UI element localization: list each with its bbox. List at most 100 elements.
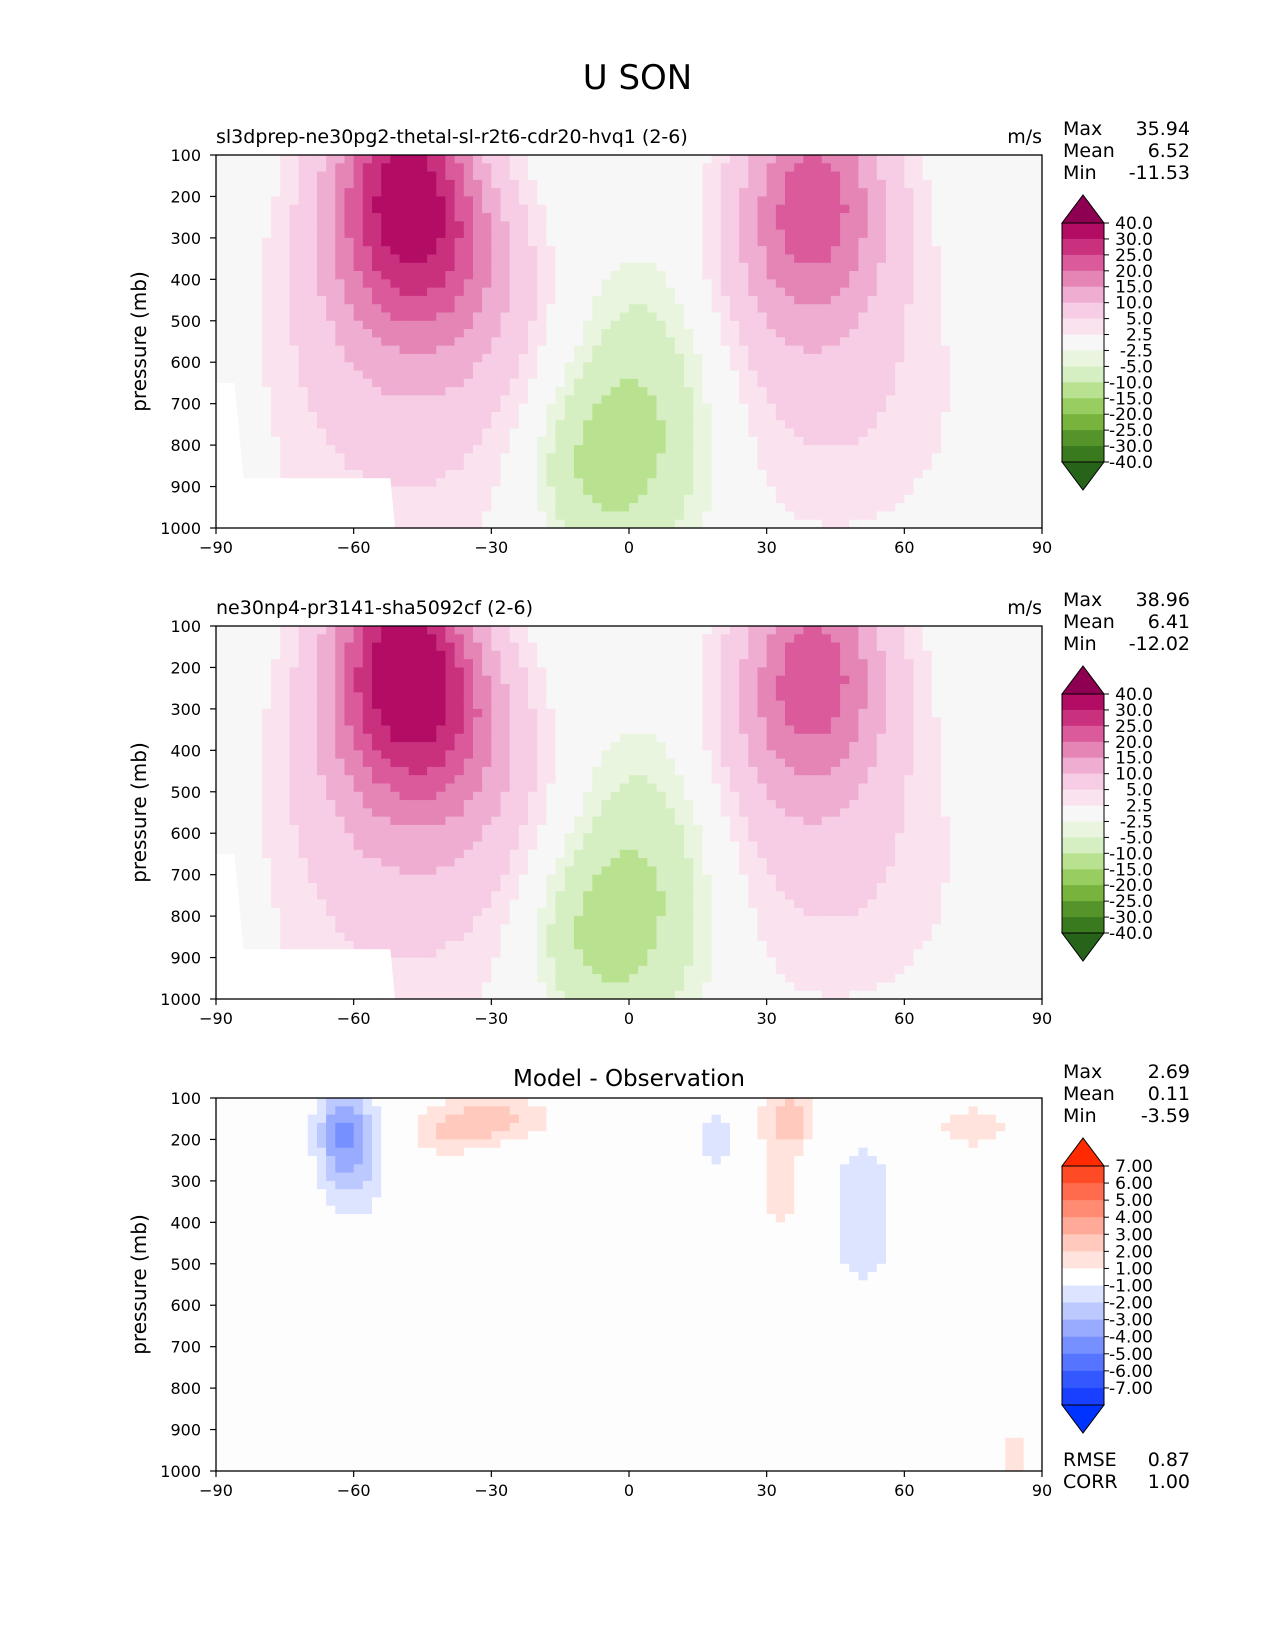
contour-cell xyxy=(757,379,767,388)
contour-cell xyxy=(1033,495,1043,504)
contour-cell xyxy=(583,371,593,380)
contour-cell xyxy=(317,701,327,710)
contour-cell xyxy=(767,487,777,496)
contour-cell xyxy=(849,420,859,429)
contour-cell xyxy=(225,221,235,230)
contour-cell xyxy=(757,470,767,479)
contour-cell xyxy=(886,188,896,197)
contour-cell xyxy=(225,304,235,313)
contour-cell xyxy=(482,196,492,205)
contour-cell xyxy=(501,429,511,438)
contour-cell xyxy=(253,866,263,875)
contour-cell xyxy=(1014,230,1024,239)
contour-cell xyxy=(767,163,777,172)
contour-cell xyxy=(501,487,511,496)
contour-cell xyxy=(1005,437,1015,446)
contour-cell xyxy=(923,412,933,421)
contour-cell xyxy=(455,412,465,421)
contour-cell xyxy=(849,520,859,529)
contour-cell xyxy=(858,437,868,446)
contour-cell xyxy=(317,188,327,197)
contour-cell xyxy=(354,659,364,668)
contour-cell xyxy=(1014,196,1024,205)
contour-cell xyxy=(574,429,584,438)
contour-cell xyxy=(914,503,924,512)
contour-cell xyxy=(400,503,410,512)
contour-cell xyxy=(702,462,712,471)
contour-cell xyxy=(271,817,281,826)
contour-cell xyxy=(326,808,336,817)
contour-cell xyxy=(234,634,244,643)
contour-cell xyxy=(748,337,758,346)
colorbar-band xyxy=(1062,398,1104,414)
contour-cell xyxy=(244,420,254,429)
contour-cell xyxy=(831,254,841,263)
contour-cell xyxy=(262,420,272,429)
contour-cell xyxy=(326,759,336,768)
contour-cell xyxy=(1005,296,1015,305)
contour-cell xyxy=(381,296,391,305)
contour-cell xyxy=(950,205,960,214)
contour-cell xyxy=(666,511,676,520)
contour-cell xyxy=(583,238,593,247)
contour-cell xyxy=(317,263,327,272)
contour-cell xyxy=(372,196,382,205)
contour-cell xyxy=(299,329,309,338)
contour-cell xyxy=(473,395,483,404)
contour-cell xyxy=(978,230,988,239)
contour-cell xyxy=(418,329,428,338)
contour-cell xyxy=(317,875,327,884)
contour-cell xyxy=(455,371,465,380)
contour-cell xyxy=(326,933,336,942)
contour-cell xyxy=(712,354,722,363)
contour-cell xyxy=(969,296,979,305)
contour-cell xyxy=(299,866,309,875)
contour-cell xyxy=(482,379,492,388)
contour-cell xyxy=(748,238,758,247)
contour-cell xyxy=(528,412,538,421)
contour-cell xyxy=(1014,503,1024,512)
contour-cell xyxy=(381,238,391,247)
contour-cell xyxy=(858,296,868,305)
contour-cell xyxy=(528,420,538,429)
contour-cell xyxy=(381,263,391,272)
contour-cell xyxy=(822,495,832,504)
contour-cell xyxy=(271,651,281,660)
contour-cell xyxy=(464,495,474,504)
contour-cell xyxy=(537,437,547,446)
contour-cell xyxy=(271,346,281,355)
contour-cell xyxy=(253,667,263,676)
contour-cell xyxy=(840,213,850,222)
contour-cell xyxy=(427,238,437,247)
contour-cell xyxy=(427,221,437,230)
contour-cell xyxy=(666,230,676,239)
contour-cell xyxy=(317,775,327,784)
contour-cell xyxy=(262,354,272,363)
contour-cell xyxy=(354,783,364,792)
contour-cell xyxy=(390,321,400,330)
contour-cell xyxy=(354,692,364,701)
contour-cell xyxy=(647,279,657,288)
contour-cell xyxy=(831,478,841,487)
contour-cell xyxy=(813,437,823,446)
contour-cell xyxy=(262,429,272,438)
contour-cell xyxy=(464,321,474,330)
contour-cell xyxy=(794,495,804,504)
contour-cell xyxy=(464,155,474,164)
contour-cell xyxy=(381,725,391,734)
contour-cell xyxy=(418,196,428,205)
contour-cell xyxy=(473,263,483,272)
contour-cell xyxy=(950,329,960,338)
contour-cell xyxy=(289,643,299,652)
contour-cell xyxy=(702,155,712,164)
contour-cell xyxy=(803,404,813,413)
contour-cell xyxy=(409,321,419,330)
contour-cell xyxy=(363,271,373,280)
contour-cell xyxy=(877,346,887,355)
contour-cell xyxy=(803,321,813,330)
contour-cell xyxy=(932,354,942,363)
contour-cell xyxy=(436,221,446,230)
contour-cell xyxy=(1033,453,1043,462)
contour-cell xyxy=(289,462,299,471)
contour-cell xyxy=(308,900,318,909)
